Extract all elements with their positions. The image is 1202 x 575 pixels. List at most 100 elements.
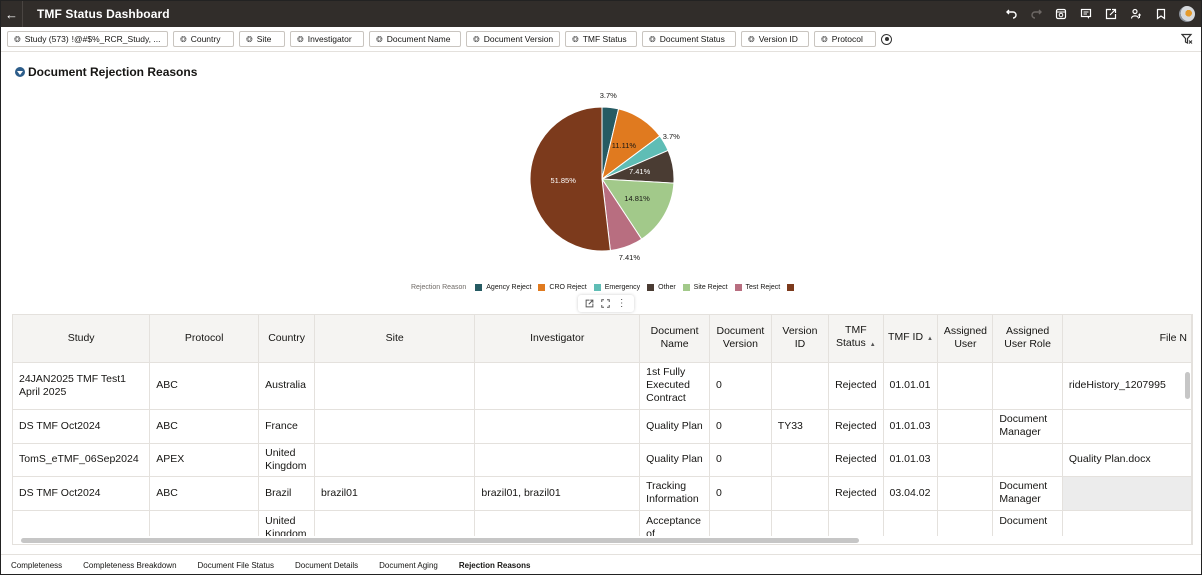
pin-icon: ❂ (297, 34, 304, 44)
clear-filters-icon[interactable] (1181, 33, 1193, 45)
legend-label: Emergency (604, 284, 641, 291)
legend-swatch (787, 284, 795, 291)
back-button[interactable]: ← (1, 1, 23, 27)
column-header[interactable]: Version ID (771, 315, 830, 363)
table-cell (771, 476, 830, 511)
pin-icon: ❂ (649, 34, 656, 44)
table-cell: France (258, 409, 316, 444)
column-header[interactable]: TMF ID ▲ (883, 315, 939, 363)
table-cell: ABC (149, 476, 260, 511)
filter-chip-version-id[interactable]: ❂ Version ID (741, 31, 809, 47)
column-header[interactable]: Assigned User (937, 315, 994, 363)
column-header[interactable]: Study (13, 315, 151, 363)
filter-chip-document-status[interactable]: ❂ Document Status (642, 31, 736, 47)
filter-chip-country[interactable]: ❂ Country (173, 31, 234, 47)
table-cell: brazil01, brazil01 (474, 476, 641, 511)
table-cell: brazil01 (314, 476, 476, 511)
column-header[interactable]: Protocol (149, 315, 260, 363)
legend-swatch (647, 284, 655, 291)
legend-item[interactable]: Site Reject (682, 284, 728, 291)
column-header[interactable]: Country (258, 315, 316, 363)
filter-chip-study[interactable]: ❂ Study (573) !@#$%_RCR_Study, ... (7, 31, 168, 47)
table-cell (992, 362, 1063, 410)
column-header[interactable]: Investigator (474, 315, 641, 363)
legend-item[interactable]: Other (647, 284, 676, 291)
pie-slice-label: 11.11% (611, 140, 637, 150)
table-cell: TY33 (771, 409, 830, 444)
column-header-label: Protocol (184, 331, 224, 344)
pin-icon: ❂ (473, 34, 480, 44)
pie-slice[interactable] (529, 106, 611, 252)
share-user-button[interactable] (1123, 1, 1148, 27)
table-row[interactable]: 24JAN2025 TMF Test1 April 2025 ABC Austral… (13, 362, 1192, 410)
legend-item[interactable]: CRO Reject (538, 284, 587, 291)
horizontal-scrollbar[interactable] (13, 536, 1181, 544)
column-header[interactable]: TMF Status ▲ (828, 315, 884, 363)
arrow-left-icon: ← (5, 6, 18, 22)
legend-label: Other (658, 284, 676, 291)
filter-chip-investigator[interactable]: ❂ Investigator (290, 31, 364, 47)
vertical-scrollbar[interactable] (1183, 362, 1192, 536)
filter-funnel-icon[interactable] (15, 67, 25, 77)
filter-chip-tmf-status[interactable]: ❂ TMF Status (565, 31, 637, 47)
table-cell: ABC (149, 409, 260, 444)
filter-chip-document-version[interactable]: ❂ Document Version (466, 31, 560, 47)
column-header[interactable]: Document Version (709, 315, 772, 363)
table-row[interactable]: DS TMF Oct2024 ABC Brazil brazil01 brazil01,… (13, 476, 1192, 511)
add-filter-icon[interactable] (881, 33, 892, 45)
filter-chip-protocol[interactable]: ❂ Protocol (814, 31, 876, 47)
table-cell: rideHistory_1207995 (1062, 362, 1192, 410)
column-header-label: Study (67, 331, 95, 344)
bookmark-button[interactable] (1148, 1, 1173, 27)
legend-item[interactable]: Agency Reject (475, 284, 531, 291)
legend-item[interactable]: Emergency (593, 284, 641, 291)
undo-button[interactable] (998, 1, 1023, 27)
pie-chart[interactable] (529, 106, 675, 252)
table-cell (992, 443, 1063, 477)
tab-document-details[interactable]: Document Details (295, 561, 359, 570)
tab-document-file-status[interactable]: Document File Status (197, 561, 275, 570)
sort-ascending-icon[interactable]: ▲ (869, 342, 876, 349)
table-cell (1062, 409, 1192, 444)
table-cell: 0 (709, 443, 772, 477)
column-header-label: Country (268, 331, 305, 344)
table-row[interactable]: DS TMF Oct2024 ABC France Quality Plan 0 TY33… (13, 409, 1192, 444)
avatar[interactable] (1179, 6, 1195, 22)
table-cell (937, 443, 994, 477)
table-row[interactable]: TomS_eTMF_06Sep2024 APEX United Kingdom Qua… (13, 443, 1192, 477)
legend-item[interactable]: Test Reject (734, 284, 781, 291)
scroll-thumb[interactable] (1185, 372, 1190, 399)
tab-rejection-reasons[interactable]: Rejection Reasons (458, 561, 531, 570)
tab-document-aging[interactable]: Document Aging (379, 561, 438, 570)
pie-slice-label: 7.41% (618, 252, 641, 262)
export-button[interactable] (1098, 1, 1123, 27)
column-header[interactable]: Site (314, 315, 476, 363)
legend-swatch (682, 284, 690, 291)
column-header[interactable]: Assigned User Role (992, 315, 1063, 363)
tab-completeness-breakdown[interactable]: Completeness Breakdown (83, 561, 177, 570)
table-cell: Brazil (258, 476, 316, 511)
legend-label: Test Reject (745, 284, 781, 291)
present-icon (1055, 8, 1066, 20)
legend-title: Rejection Reason (411, 284, 467, 291)
column-header[interactable]: File N (1062, 315, 1192, 363)
comment-button[interactable] (1073, 1, 1098, 27)
present-button[interactable] (1048, 1, 1073, 27)
scroll-thumb[interactable] (21, 538, 859, 543)
pie-slice[interactable] (601, 178, 675, 240)
export-icon[interactable] (585, 299, 594, 308)
legend-item[interactable] (787, 284, 798, 291)
pin-icon: ❂ (246, 34, 253, 44)
filter-chip-site[interactable]: ❂ Site (239, 31, 285, 47)
more-icon[interactable]: ⋮ (616, 297, 627, 309)
column-header-label: File N (1159, 331, 1187, 344)
column-header[interactable]: Document Name (639, 315, 711, 363)
filter-chip-document-name[interactable]: ❂ Document Name (369, 31, 461, 47)
fullscreen-icon[interactable] (601, 299, 610, 308)
sort-ascending-icon[interactable]: ▲ (927, 335, 933, 342)
table-cell: 01.01.03 (883, 409, 939, 444)
tab-completeness[interactable]: Completeness (11, 561, 63, 570)
pie-slice-label: 7.41% (628, 167, 651, 177)
redo-button[interactable] (1023, 1, 1048, 27)
comment-icon (1080, 8, 1091, 19)
